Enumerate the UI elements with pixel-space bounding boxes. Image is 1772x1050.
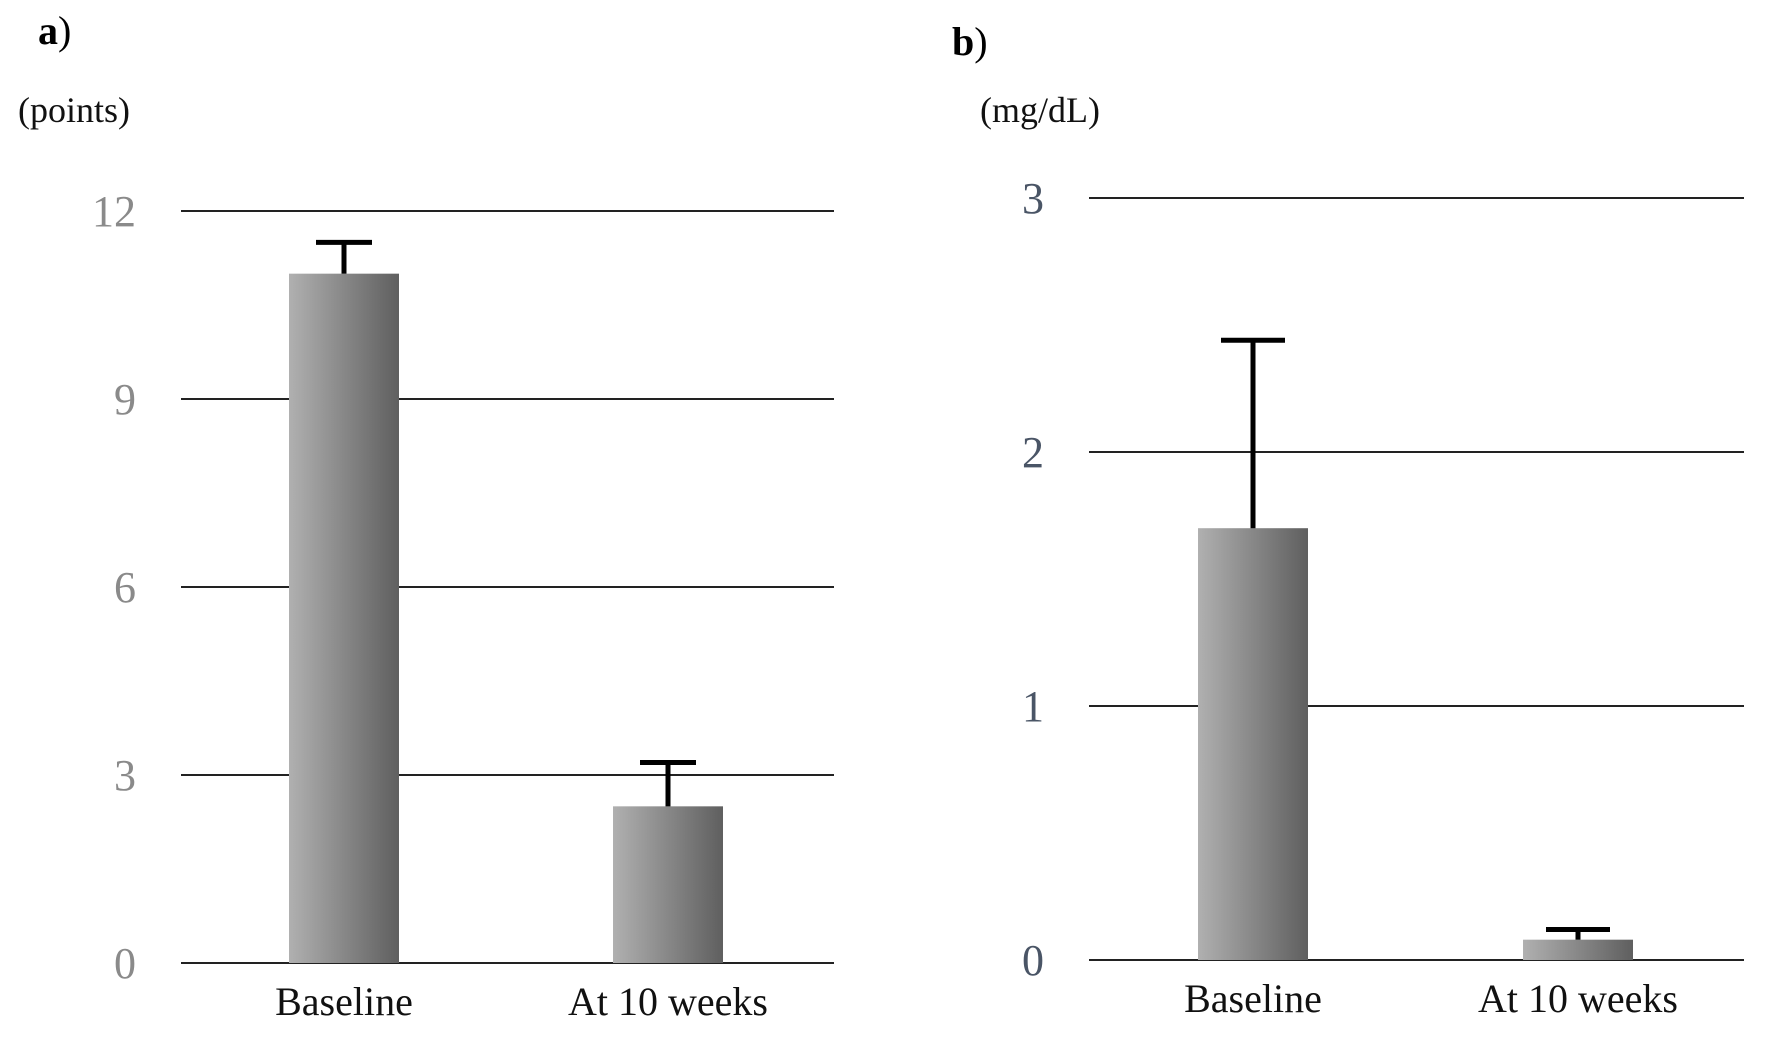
- panel-b-bar: [1523, 939, 1633, 960]
- panel-a-x-tick-label: At 10 weeks: [568, 979, 768, 1024]
- panel-a-label: a): [38, 8, 71, 53]
- panel-b-bar: [1198, 528, 1308, 960]
- panel-b-unit-label: (mg/dL): [980, 90, 1100, 130]
- panel-a-y-tick-label: 0: [114, 939, 136, 988]
- panel-a-y-tick-label: 3: [114, 751, 136, 800]
- panel-a: a) (points) 0 3 6 9 12 Baseline At 10 weeks: [18, 8, 834, 1024]
- panel-a-unit-label: (points): [18, 90, 130, 130]
- panel-a-plot: 0 3 6 9 12 Baseline At 10 weeks: [92, 187, 834, 1024]
- panel-b-y-tick-label: 2: [1022, 428, 1044, 477]
- panel-a-y-tick-label: 12: [92, 187, 136, 236]
- panel-b-y-tick-label: 3: [1022, 174, 1044, 223]
- panel-a-y-tick-label: 9: [114, 375, 136, 424]
- panel-b: b) (mg/dL) 0 1 2 3 Baseline At 10 weeks: [952, 19, 1744, 1021]
- panel-b-plot: 0 1 2 3 Baseline At 10 weeks: [1022, 174, 1744, 1021]
- panel-b-y-tick-label: 1: [1022, 682, 1044, 731]
- panel-a-y-tick-label: 6: [114, 563, 136, 612]
- panel-a-x-tick-label: Baseline: [275, 979, 413, 1024]
- panel-b-y-tick-label: 0: [1022, 936, 1044, 985]
- panel-b-label: b): [952, 19, 988, 64]
- panel-a-bar: [289, 273, 399, 964]
- panel-b-x-tick-label: Baseline: [1184, 976, 1322, 1021]
- panel-b-x-tick-label: At 10 weeks: [1478, 976, 1678, 1021]
- panel-a-bar: [613, 806, 723, 963]
